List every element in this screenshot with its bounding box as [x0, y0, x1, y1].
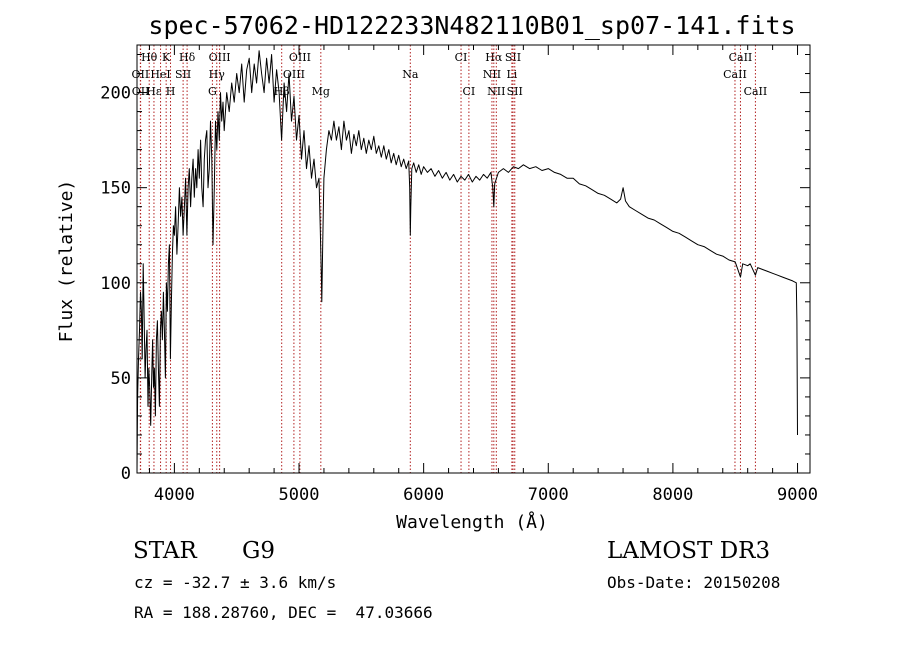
marker-label-16: Li [506, 68, 517, 81]
y-tick-label-2: 100 [100, 274, 131, 294]
marker-label-7: SII [505, 51, 521, 64]
marker-label-5: CI [455, 51, 468, 64]
marker-label-2: Hδ [179, 51, 196, 64]
marker-label-22: Hβ [274, 85, 290, 98]
marker-label-27: CaII [744, 85, 768, 98]
marker-label-13: OIII [283, 68, 305, 81]
x-tick-label-0: 4000 [154, 485, 195, 505]
marker-label-25: NII [487, 85, 505, 98]
spectrum-line-0 [136, 50, 798, 474]
chart-title: spec-57062-HD122233N482110B01_sp07-141.f… [148, 11, 795, 40]
marker-label-23: Mg [312, 85, 330, 98]
y-axis-label: Flux (relative) [56, 180, 77, 343]
y-tick-label-1: 50 [111, 369, 131, 389]
marker-label-0: Hθ [141, 51, 158, 64]
marker-label-17: CaII [723, 68, 747, 81]
x-tick-label-3: 7000 [528, 485, 569, 505]
spectrum-series [136, 50, 798, 474]
x-tick-label-1: 5000 [279, 485, 320, 505]
marker-label-21: G [208, 85, 217, 98]
marker-label-15: NII [483, 68, 501, 81]
object-class: STAR [133, 538, 197, 564]
observation-date: Obs-Date: 20150208 [607, 573, 781, 592]
marker-label-10: HeI [150, 68, 170, 81]
marker-label-1: K [162, 51, 171, 64]
marker-label-26: SII [507, 85, 523, 98]
object-subclass: G9 [242, 538, 276, 564]
marker-label-14: Na [402, 68, 419, 81]
marker-label-18: OII [132, 85, 150, 98]
x-tick-label-4: 8000 [652, 485, 693, 505]
y-tick-label-3: 150 [100, 179, 131, 199]
marker-label-19: Hε [146, 85, 162, 98]
marker-label-11: SII [175, 68, 191, 81]
marker-label-3: OIII [209, 51, 231, 64]
x-axis-label: Wavelength (Å) [396, 511, 548, 533]
marker-label-24: CI [463, 85, 476, 98]
marker-label-20: H [166, 85, 176, 98]
marker-label-6: Hα [485, 51, 503, 64]
marker-label-8: CaII [729, 51, 753, 64]
plot-frame [136, 44, 811, 474]
x-tick-label-2: 6000 [403, 485, 444, 505]
x-tick-label-5: 9000 [777, 485, 818, 505]
marker-label-12: Hγ [209, 68, 226, 81]
axes: 4000 5000 6000 7000 8000 9000 0 50 100 150 200 [100, 45, 818, 505]
marker-label-4: OIII [289, 51, 311, 64]
coordinates: RA = 188.28760, DEC = 47.03666 [134, 603, 433, 622]
y-tick-label-4: 200 [100, 84, 131, 104]
y-tick-label-0: 0 [121, 464, 131, 484]
redshift-value: cz = -32.7 ± 3.6 km/s [134, 573, 337, 592]
survey-name: LAMOST DR3 [607, 538, 771, 564]
